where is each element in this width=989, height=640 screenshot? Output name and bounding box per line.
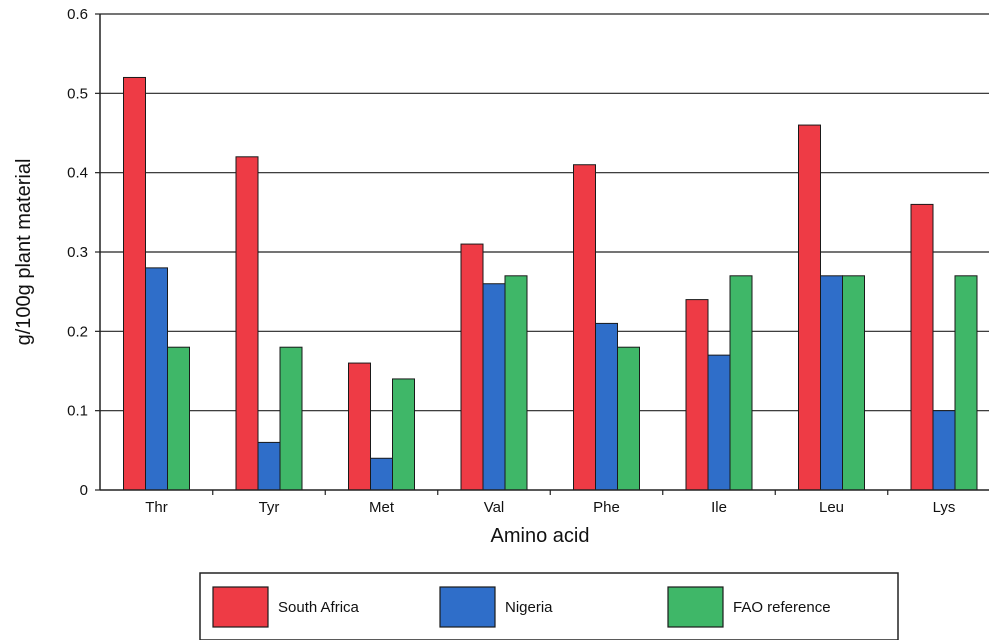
y-tick-label: 0.5: [67, 85, 88, 102]
x-tick-label: Tyr: [259, 499, 280, 516]
axes: [99, 14, 989, 491]
y-tick-label: 0.1: [67, 403, 88, 420]
x-tick-labels: Thr Tyr Met Val Phe Ile Leu Lys: [145, 499, 955, 516]
bar: [842, 275, 865, 491]
bar: [482, 283, 506, 491]
bar: [707, 354, 731, 491]
x-tick-label: Val: [484, 499, 505, 516]
bar: [235, 156, 259, 491]
y-tick-label: 0: [80, 482, 88, 499]
bar: [392, 378, 415, 491]
bar: [167, 346, 190, 491]
x-tick-label: Lys: [933, 499, 956, 516]
bar: [370, 457, 393, 491]
x-tick-label: Leu: [819, 499, 844, 516]
bar: [145, 267, 168, 491]
bar: [460, 243, 484, 491]
x-axis-title: Amino acid: [491, 525, 590, 547]
bar: [279, 346, 303, 491]
bar: [820, 275, 843, 491]
bar: [257, 441, 281, 491]
legend-label: South Africa: [278, 599, 360, 616]
y-axis-title: g/100g plant material: [13, 159, 35, 346]
x-tick-label: Ile: [711, 499, 727, 516]
bar: [348, 362, 371, 491]
bar: [573, 164, 596, 491]
y-tick-label: 0.2: [67, 323, 88, 340]
legend-box: [199, 572, 899, 640]
legend-swatch: [439, 586, 496, 628]
legend-label: FAO reference: [733, 599, 831, 616]
bar: [932, 410, 956, 491]
bar: [123, 76, 146, 491]
y-tick-label: 0.3: [67, 244, 88, 261]
bars: [123, 76, 978, 491]
bar: [617, 346, 640, 491]
legend-swatch: [667, 586, 724, 628]
y-tick-label: 0.6: [67, 6, 88, 23]
bar: [595, 322, 618, 491]
x-tick-label: Thr: [145, 499, 168, 516]
bar: [910, 203, 934, 491]
bar: [504, 275, 528, 491]
y-tick-labels: 0 0.1 0.2 0.3 0.4 0.5 0.6: [67, 6, 88, 499]
legend: South Africa Nigeria FAO reference: [199, 572, 899, 640]
bar: [685, 299, 709, 491]
bar: [798, 124, 821, 491]
x-tick-label: Met: [369, 499, 395, 516]
x-tick-label: Phe: [593, 499, 620, 516]
bar: [729, 275, 753, 491]
y-tick-label: 0.4: [67, 165, 88, 182]
legend-label: Nigeria: [505, 599, 553, 616]
legend-swatch: [212, 586, 269, 628]
bar: [954, 275, 978, 491]
